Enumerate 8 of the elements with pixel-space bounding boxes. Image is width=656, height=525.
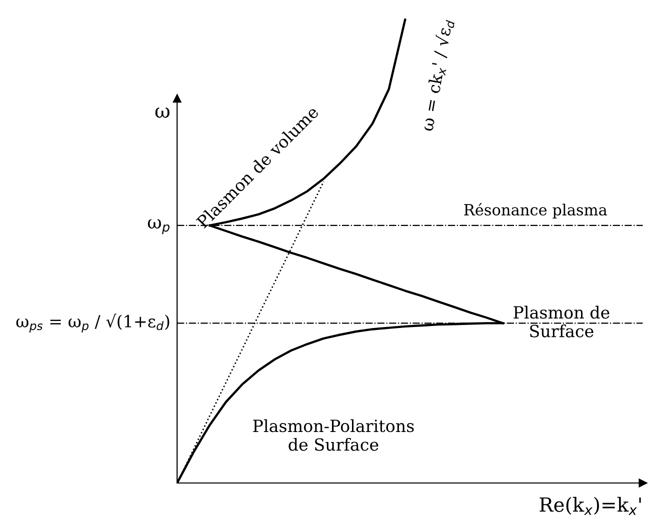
text: Plasmon de Surface <box>514 306 610 338</box>
y-axis-title: ω <box>155 108 170 118</box>
annotation: ω$_{p}$ <box>148 219 170 234</box>
ref-line-label: Résonance plasma <box>464 203 607 218</box>
x-axis-title: Re(k$_{x}$)=k$_{x}$' <box>540 496 641 515</box>
annotation: ω$_{ps}$ = ω$_{p}$ / √(1+ε$_{d}$) <box>16 314 170 332</box>
annotation: Plasmon-Polaritons de Surface <box>253 419 414 451</box>
annotation: ω = ck$_{x}$' / √ε$_{d}$ <box>419 18 455 132</box>
